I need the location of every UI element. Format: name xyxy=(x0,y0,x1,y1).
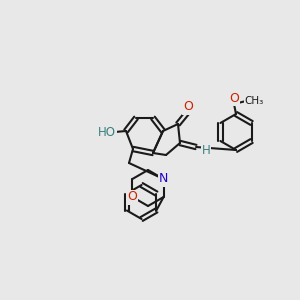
Text: O: O xyxy=(229,92,239,104)
Text: N: N xyxy=(159,172,168,185)
Text: O: O xyxy=(183,100,193,113)
Text: HO: HO xyxy=(98,125,116,139)
Text: CH₃: CH₃ xyxy=(244,96,264,106)
Text: O: O xyxy=(128,190,137,203)
Text: H: H xyxy=(202,143,210,157)
